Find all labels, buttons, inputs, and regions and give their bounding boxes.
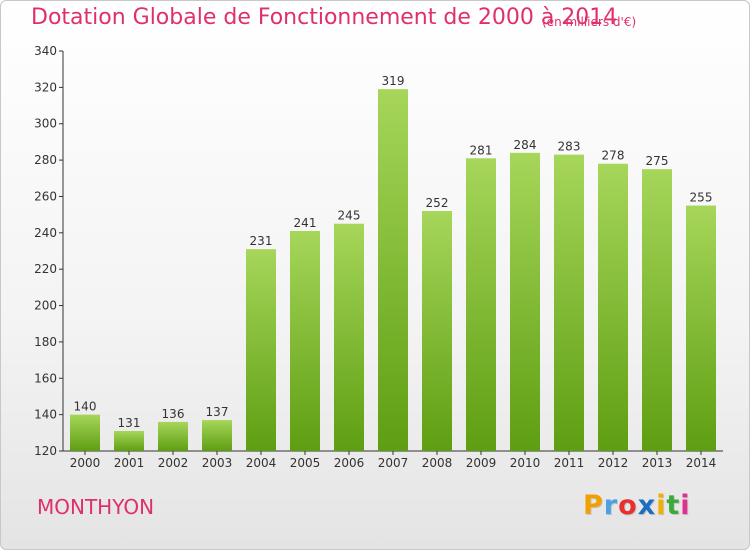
y-tick-label: 180 xyxy=(34,335,57,349)
y-tick-label: 280 xyxy=(34,153,57,167)
y-tick-label: 200 xyxy=(34,299,57,313)
data-label: 137 xyxy=(206,405,229,419)
data-label: 284 xyxy=(514,138,537,152)
bar xyxy=(246,249,276,451)
bars xyxy=(70,89,716,452)
data-label: 252 xyxy=(426,196,449,210)
x-tick-label: 2000 xyxy=(70,456,101,470)
data-label: 245 xyxy=(338,209,361,223)
x-tick-label: 2012 xyxy=(598,456,629,470)
x-tick-label: 2014 xyxy=(686,456,717,470)
chart-title: Dotation Globale de Fonctionnement de 20… xyxy=(31,5,618,30)
bar xyxy=(158,421,188,451)
data-label: 255 xyxy=(690,191,713,205)
x-tick-label: 2013 xyxy=(642,456,673,470)
chart-subtitle: (en milliers d'€) xyxy=(542,15,637,29)
logo-letter: r xyxy=(603,490,619,521)
bar xyxy=(466,158,496,452)
x-tick-label: 2011 xyxy=(554,456,585,470)
x-tick-label: 2009 xyxy=(466,456,497,470)
bar xyxy=(554,154,584,452)
data-label: 136 xyxy=(162,407,185,421)
logo-letter: x xyxy=(637,490,657,521)
x-tick-label: 2004 xyxy=(246,456,277,470)
bar xyxy=(686,205,716,451)
x-tick-label: 2002 xyxy=(158,456,189,470)
bar xyxy=(202,420,232,451)
y-tick-label: 320 xyxy=(34,80,57,94)
logo-letter: P xyxy=(583,490,604,521)
logo-letter: o xyxy=(618,490,638,521)
y-tick-label: 140 xyxy=(34,408,57,422)
bar xyxy=(642,169,672,451)
x-tick-label: 2005 xyxy=(290,456,321,470)
y-tick-label: 300 xyxy=(34,117,57,131)
data-label: 281 xyxy=(470,143,493,157)
y-tick-label: 120 xyxy=(34,444,57,458)
x-tick-label: 2008 xyxy=(422,456,453,470)
bar xyxy=(378,89,408,451)
logo-letter: i xyxy=(656,490,667,521)
bar xyxy=(334,223,364,451)
y-tick-label: 160 xyxy=(34,371,57,385)
bar xyxy=(598,163,628,451)
data-label: 283 xyxy=(558,140,581,154)
data-label: 241 xyxy=(294,216,317,230)
data-label: 131 xyxy=(118,416,141,430)
bar xyxy=(290,231,320,451)
data-label: 275 xyxy=(646,154,669,168)
logo-letter: i xyxy=(680,490,691,521)
data-label: 231 xyxy=(250,234,273,248)
y-tick-label: 240 xyxy=(34,226,57,240)
data-label: 278 xyxy=(602,149,625,163)
data-label: 319 xyxy=(382,74,405,88)
bar xyxy=(114,431,144,451)
axes: 120 140 160 180 200 220 240 260 280 300 320 340 2000… xyxy=(34,44,723,470)
proxiti-logo: Proxiti xyxy=(583,490,691,521)
data-labels: 140 131 136 137 231 241 245 319 252 281 284 283 278 2… xyxy=(74,74,713,430)
x-tick-label: 2003 xyxy=(202,456,233,470)
bar xyxy=(70,414,100,451)
x-tick-label: 2007 xyxy=(378,456,409,470)
logo-letter: t xyxy=(666,490,681,521)
y-tick-label: 220 xyxy=(34,262,57,276)
bar xyxy=(422,211,452,451)
commune-name: MONTHYON xyxy=(37,495,155,519)
x-tick-label: 2001 xyxy=(114,456,145,470)
x-tick-label: 2010 xyxy=(510,456,541,470)
y-tick-label: 340 xyxy=(34,44,57,58)
x-tick-label: 2006 xyxy=(334,456,365,470)
bar xyxy=(510,152,540,451)
data-label: 140 xyxy=(74,400,97,414)
y-tick-label: 260 xyxy=(34,189,57,203)
